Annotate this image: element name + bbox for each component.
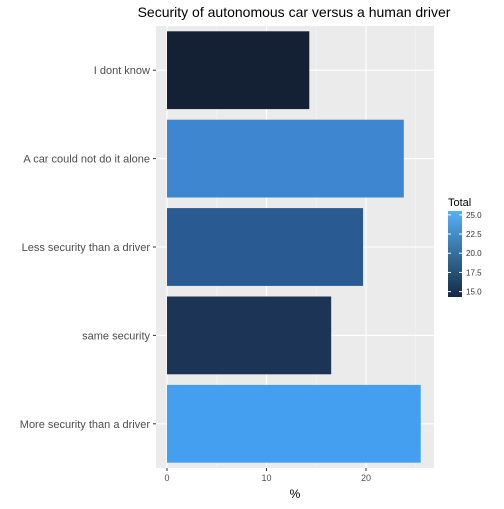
x-tick-label: 10 (261, 473, 271, 483)
x-tick-label: 0 (164, 473, 169, 483)
y-tick-label: Less security than a driver (22, 242, 151, 254)
y-axis: I dont know A car could not do it alone Le… (20, 65, 156, 431)
y-tick-label: A car could not do it alone (23, 154, 150, 166)
bar (167, 296, 332, 375)
x-tick-label: 20 (361, 473, 371, 483)
bar (167, 119, 404, 198)
color-legend: Total 15.0 17.5 20.0 22.5 25.0 (448, 197, 482, 297)
x-axis: 0 10 20 (164, 468, 371, 483)
legend-tick-label: 22.5 (466, 230, 482, 239)
legend-ticks: 15.0 17.5 20.0 22.5 25.0 (448, 211, 482, 297)
x-axis-title: % (290, 487, 301, 501)
bar (167, 384, 421, 463)
chart-title: Security of autonomous car versus a huma… (138, 4, 451, 20)
legend-tick-label: 17.5 (466, 268, 482, 277)
legend-colorbar (448, 211, 462, 297)
legend-tick-label: 25.0 (466, 211, 482, 220)
y-tick-label: I dont know (94, 65, 150, 77)
y-tick-label: More security than a driver (20, 419, 151, 431)
legend-title: Total (448, 197, 471, 209)
y-tick-label: same security (82, 330, 150, 342)
bar (167, 31, 310, 110)
bar (167, 208, 364, 286)
legend-tick-label: 20.0 (466, 249, 482, 258)
bars (167, 31, 421, 463)
legend-tick-label: 15.0 (466, 288, 482, 297)
